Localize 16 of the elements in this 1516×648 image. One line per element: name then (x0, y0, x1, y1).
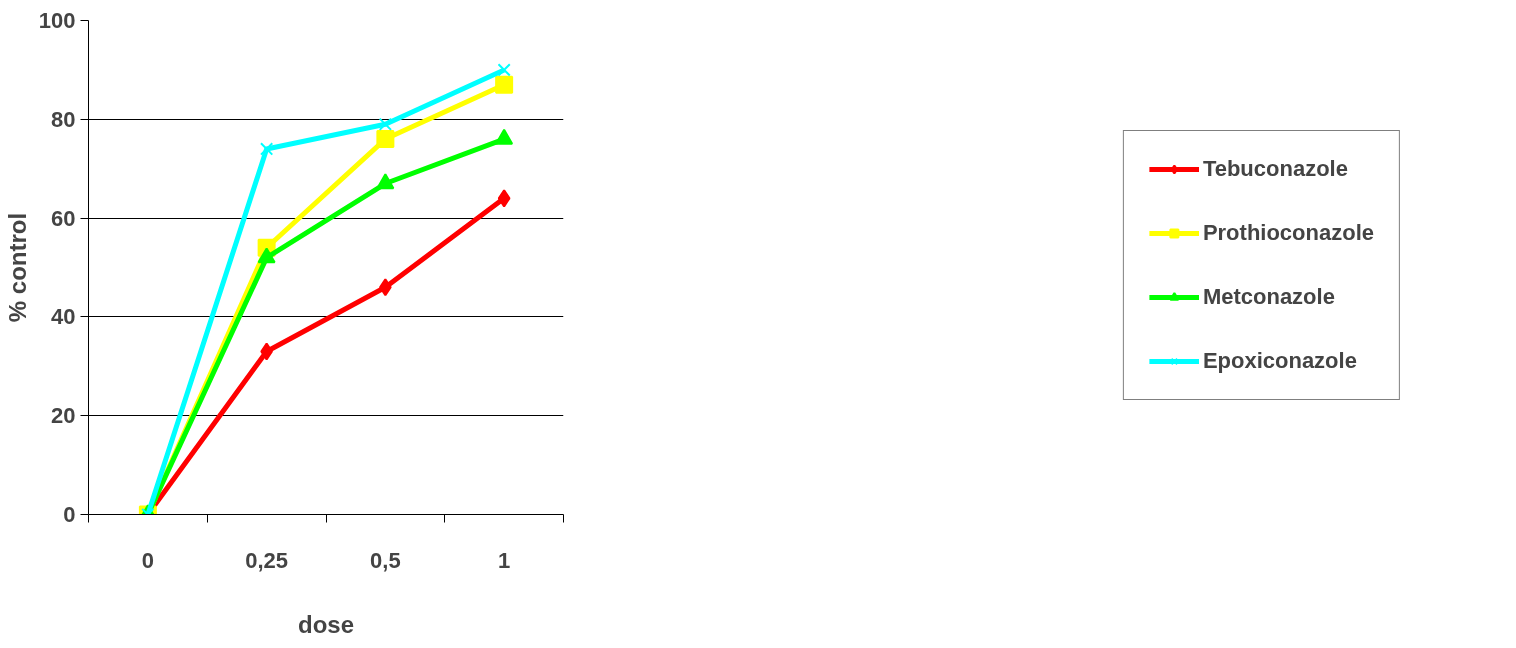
y-tick-label: 100 (38, 8, 76, 33)
y-tick-label: 80 (51, 106, 76, 132)
legend-label: Metconazole (1202, 284, 1335, 310)
x-tick-label: 1 (498, 547, 511, 573)
x-tick-label: 0,25 (245, 547, 289, 573)
y-tick-label: 20 (51, 403, 76, 429)
legend-label: Epoxiconazole (1202, 348, 1357, 374)
legend-label: Prothioconazole (1202, 220, 1374, 246)
y-tick-label: 40 (51, 304, 76, 330)
y-axis-title: % control (3, 212, 31, 323)
y-tick-label: 0 (63, 502, 76, 527)
y-tick-label: 60 (51, 205, 76, 231)
x-axis-title: dose (297, 610, 355, 638)
legend-label: Tebuconazole (1202, 156, 1348, 182)
x-tick-label: 0,5 (370, 547, 401, 573)
x-tick-label: 0 (141, 547, 155, 573)
